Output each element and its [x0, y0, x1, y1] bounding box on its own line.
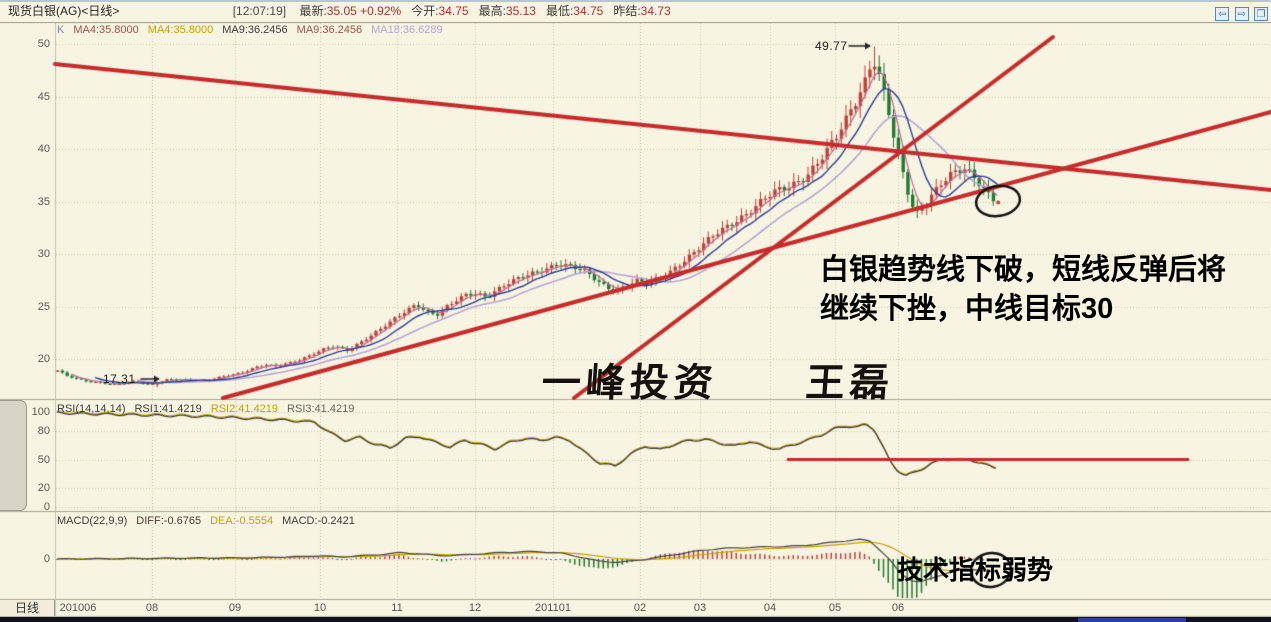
indicator-value: MA18:36.6289	[371, 24, 443, 36]
title-bar: 现货白银(AG)<日线> [12:07:19] 最新:35.05 +0.92% 今…	[0, 2, 1271, 23]
analysis-note-line1: 白银趋势线下破，短线反弹后将	[820, 254, 1227, 286]
macd-note: 技术指标弱势	[897, 555, 1054, 585]
indicator-value: MA4:35.8000	[73, 24, 139, 36]
axis-tick: 11	[391, 602, 403, 614]
quote-strip: 最新:35.05 +0.92% 今开:34.75 最高:35.13 最低:34.75 昨…	[289, 4, 670, 18]
axis-tick: 0	[43, 553, 50, 565]
quote-label: 最低:	[545, 4, 574, 18]
peak-price-label: 49.77	[815, 39, 848, 53]
axis-tick: 04	[763, 602, 777, 614]
axis-tick: 201101	[535, 602, 571, 614]
axis-tick: 80	[37, 425, 50, 437]
indicator-value: RSI(14,14,14)	[57, 403, 126, 415]
axis-tick: 45	[37, 90, 50, 103]
back-button[interactable]: ⇦	[1215, 7, 1230, 21]
quote-value: 35.13	[505, 4, 536, 18]
quote-label: 昨结:	[613, 4, 641, 18]
axis-tick: 06	[891, 602, 905, 614]
indicator-value: RSI3:41.4219	[287, 403, 355, 415]
axis-tick: 10	[313, 602, 327, 614]
axis-tick: 30	[37, 248, 50, 260]
analysis-note-line2: 继续下挫，中线目标30	[820, 293, 1114, 325]
quote-value: +0.92%	[356, 4, 402, 18]
indicator-value: DEA:-0.5554	[210, 515, 274, 527]
quote-value: 34.75	[438, 4, 469, 18]
low-price-label: 17.31	[103, 372, 136, 386]
quote-value: 34.75	[573, 4, 604, 18]
instrument-title: 现货白银(AG)<日线>	[8, 4, 120, 18]
axis-tick: 03	[693, 602, 707, 614]
quote-label: 最新:	[299, 4, 327, 18]
forward-button[interactable]: ⇨	[1234, 7, 1249, 21]
axis-tick: 09	[228, 602, 242, 614]
watermark-signature: 一峰投资 王磊	[540, 360, 896, 406]
quote-label: 最高:	[478, 4, 506, 18]
axis-tick: 12	[468, 602, 482, 614]
axis-tick: 35	[37, 195, 50, 208]
axis-tick: 0	[43, 501, 50, 513]
analysis-note: 白银趋势线下破，短线反弹后将 继续下挫，中线目标30	[820, 251, 1226, 329]
axis-tick: 20	[37, 353, 50, 365]
indicator-value: K	[57, 24, 65, 36]
axis-tick: 05	[828, 602, 842, 614]
indicator-value: DIFF:-0.6765	[136, 515, 202, 527]
axis-tick: 25	[37, 300, 50, 313]
axis-tick: 20	[37, 482, 50, 494]
axis-tick: 02	[633, 602, 647, 614]
restore-window-button[interactable]: ❐	[1254, 7, 1268, 21]
axis-tick: 40	[37, 143, 50, 155]
axis-tick: 08	[145, 602, 159, 614]
axis-tick: 201006	[59, 602, 97, 614]
rsi-indicator-row: RSI(14,14,14) RSI1:41.4219 RSI2:41.4219 RSI…	[57, 403, 363, 416]
indicator-value: MA9:36.2456	[296, 24, 363, 36]
quote-value: 34.73	[640, 4, 671, 18]
indicator-value: MACD(22,9,9)	[57, 515, 128, 527]
quote-label: 今开:	[411, 4, 439, 18]
period-label[interactable]: 日线	[0, 600, 55, 616]
indicator-value: MACD:-0.2421	[282, 515, 355, 527]
collapsed-side-panel[interactable]	[0, 400, 27, 511]
ma-indicator-row: K MA4:35.8000 MA4:35.8000 MA9:36.2456 MA9:36…	[57, 24, 452, 37]
macd-indicator-row: MACD(22,9,9) DIFF:-0.6765 DEA:-0.5554 MACD:…	[57, 515, 364, 528]
axis-tick: 50	[37, 38, 50, 50]
quote-value: 35.05	[326, 4, 357, 18]
indicator-value: RSI2:41.4219	[210, 403, 279, 415]
indicator-value: MA4:35.8000	[147, 24, 214, 36]
axis-tick: 100	[31, 406, 50, 418]
indicator-value: MA9:36.2456	[222, 24, 288, 36]
axis-tick: 50	[37, 453, 50, 466]
quote-time: [12:07:19]	[232, 4, 287, 18]
bottom-status-strip	[0, 617, 1271, 622]
indicator-value: RSI1:41.4219	[134, 403, 202, 415]
status-strip-segment	[1078, 618, 1186, 622]
window-buttons: ⇦ ⇨ ❐	[1213, 4, 1268, 23]
